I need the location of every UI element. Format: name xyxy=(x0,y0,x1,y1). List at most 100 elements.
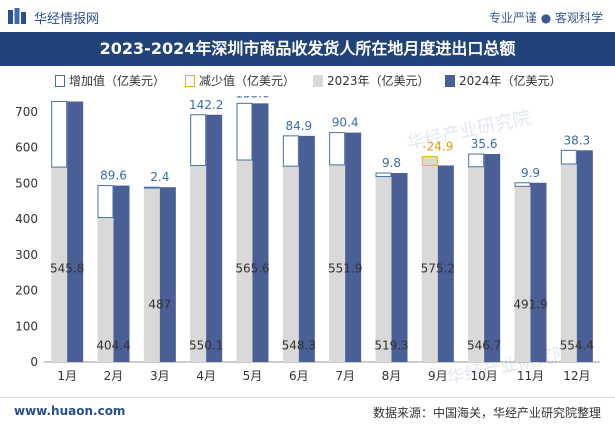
legend-swatch-2024 xyxy=(445,75,455,87)
brand-name: 华经情报网 xyxy=(34,12,100,27)
footer-url[interactable]: www.huaon.com xyxy=(14,404,126,418)
bar-2024 xyxy=(530,182,547,362)
y-tick-label: 400 xyxy=(15,212,38,226)
change-data-label: -24.9 xyxy=(422,140,453,154)
bar-increase xyxy=(468,153,485,168)
base-data-label: 551.9 xyxy=(328,262,362,276)
watermark-text: 华经产业研究院 xyxy=(445,342,573,389)
legend-label-decrease: 减少值（亿美元） xyxy=(199,74,296,88)
bar-2023 xyxy=(51,167,68,362)
brand-logo-icon xyxy=(8,8,26,24)
bar-increase xyxy=(514,182,531,187)
base-data-label: 491.9 xyxy=(513,297,547,311)
bar-increase xyxy=(329,132,346,166)
y-tick-label: 200 xyxy=(15,284,38,298)
x-tick-label: 8月 xyxy=(382,369,402,383)
bar-2024 xyxy=(67,101,84,362)
change-data-label: 90.4 xyxy=(332,116,359,130)
base-data-label: 554.4 xyxy=(560,339,594,353)
tagline: 专业严谨 ● 客观科学 xyxy=(488,11,603,25)
change-data-label: 9.8 xyxy=(382,156,401,170)
legend-item-increase: 增加值（亿美元） xyxy=(55,70,165,92)
x-tick-label: 10月 xyxy=(471,369,498,383)
legend-item-2023: 2023年（亿美元） xyxy=(313,70,430,92)
legend-label-2023: 2023年（亿美元） xyxy=(327,74,430,88)
bar-increase xyxy=(143,186,160,189)
bar-increase xyxy=(560,149,577,165)
bar-2024 xyxy=(298,135,315,362)
bar-2023 xyxy=(421,156,438,362)
legend-item-decrease: 减少值（亿美元） xyxy=(185,70,295,92)
footer-source: 数据来源：中国海关，华经产业研究院整理 xyxy=(372,406,601,420)
footer: www.huaon.com 数据来源：中国海关，华经产业研究院整理 xyxy=(0,397,615,428)
y-tick-label: 300 xyxy=(15,248,38,262)
base-data-label: 548.3 xyxy=(282,339,316,353)
y-tick-label: 100 xyxy=(15,319,38,333)
base-data-label: 404.4 xyxy=(96,339,130,353)
x-tick-label: 1月 xyxy=(57,369,77,383)
bar-2024 xyxy=(437,165,454,362)
bar-2024 xyxy=(113,185,130,362)
bar-2024 xyxy=(159,187,176,362)
bar-2023 xyxy=(329,164,346,362)
bar-increase xyxy=(51,101,68,168)
x-tick-label: 4月 xyxy=(196,369,216,383)
bar-2023 xyxy=(468,166,485,362)
legend-item-2024: 2024年（亿美元） xyxy=(445,70,562,92)
bar-2024 xyxy=(576,150,593,362)
bar-2023 xyxy=(143,188,160,362)
x-tick-label: 12月 xyxy=(563,369,590,383)
y-tick-label: 500 xyxy=(15,176,38,190)
x-tick-label: 9月 xyxy=(428,369,448,383)
base-data-label: 519.3 xyxy=(374,339,408,353)
change-data-label: 142.2 xyxy=(189,98,223,112)
legend-label-2024: 2024年（亿美元） xyxy=(459,74,562,88)
change-data-label: 183.6 xyxy=(50,96,84,99)
bar-increase xyxy=(375,172,392,178)
base-data-label: 487 xyxy=(148,297,171,311)
bar-increase xyxy=(190,114,207,167)
x-tick-label: 6月 xyxy=(289,369,309,383)
bar-2023 xyxy=(514,186,531,362)
legend: 增加值（亿美元） 减少值（亿美元） 2023年（亿美元） 2024年（亿美元） xyxy=(40,70,610,92)
base-data-label: 575.2 xyxy=(421,262,455,276)
change-data-label: 84.9 xyxy=(285,119,312,133)
change-data-label: 38.3 xyxy=(563,133,590,147)
bar-increase xyxy=(236,102,253,161)
y-tick-label: 0 xyxy=(30,355,38,369)
legend-label-increase: 增加值（亿美元） xyxy=(69,74,166,88)
base-data-label: 565.6 xyxy=(235,262,269,276)
x-tick-label: 5月 xyxy=(243,369,263,383)
bar-2024 xyxy=(206,114,223,362)
x-tick-label: 11月 xyxy=(517,369,544,383)
bar-2023 xyxy=(190,165,207,362)
bar-2023 xyxy=(560,164,577,362)
change-data-label: 35.6 xyxy=(471,137,498,151)
chart-plot: 华经产业研究院华经产业研究院0100200300400500600700183.… xyxy=(15,96,600,389)
bar-increase xyxy=(282,135,299,167)
base-data-label: 546.7 xyxy=(467,339,501,353)
base-data-label: 550.1 xyxy=(189,339,223,353)
bar-2023 xyxy=(375,176,392,362)
bar-2024 xyxy=(391,173,408,362)
change-data-label: 158.6 xyxy=(235,96,269,100)
top-bar: 华经情报网 专业严谨 ● 客观科学 xyxy=(0,0,615,32)
change-data-label: 2.4 xyxy=(150,170,169,184)
change-data-label: 9.9 xyxy=(521,166,540,180)
bar-increase xyxy=(97,185,114,219)
title-bar: 2023-2024年深圳市商品收发货人所在地月度进出口总额 xyxy=(0,32,615,66)
legend-swatch-2023 xyxy=(313,75,323,87)
legend-swatch-decrease xyxy=(185,75,195,87)
bar-2024 xyxy=(345,132,362,362)
y-tick-label: 600 xyxy=(15,141,38,155)
bar-2023 xyxy=(236,160,253,362)
base-data-label: 545.8 xyxy=(50,262,84,276)
bar-2024 xyxy=(484,154,501,362)
x-tick-label: 2月 xyxy=(104,369,124,383)
bar-decrease xyxy=(421,156,438,166)
bar-2023 xyxy=(97,217,114,362)
chart-title: 2023-2024年深圳市商品收发货人所在地月度进出口总额 xyxy=(99,39,516,58)
change-data-label: 89.6 xyxy=(100,169,127,183)
x-tick-label: 3月 xyxy=(150,369,170,383)
